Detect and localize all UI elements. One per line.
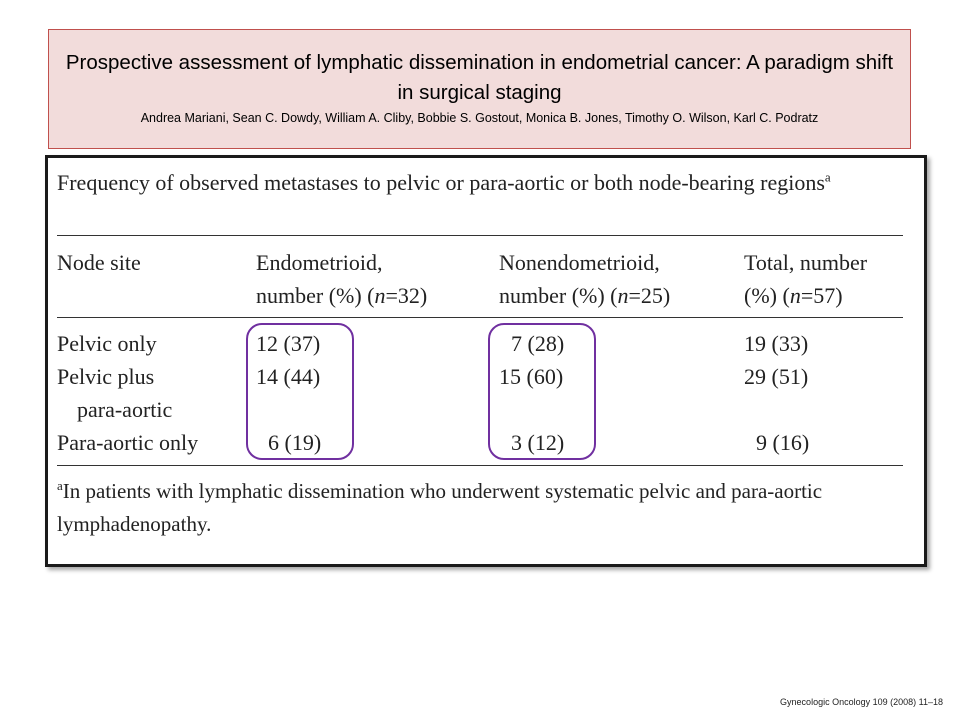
row-2-endometrioid: 14 (44) [256,364,321,389]
row-2-total: 29 (51) [744,364,809,389]
rule-header [57,317,903,318]
header-endometrioid: Endometrioid, [256,250,383,275]
footnote-text: In patients with lymphatic dissemination… [57,479,823,536]
row-2-nonendometrioid: 15 (60) [499,364,564,389]
footnote-superscript: a [57,478,63,493]
header-nonendometrioid: Nonendometrioid, [499,250,660,275]
row-3-nonendometrioid: 3 (12) [511,430,565,455]
header-node-site: Node site [57,250,141,275]
highlight-oval-endometrioid [246,323,354,460]
table-image-frame: Frequency of observed metastases to pelv… [45,155,927,567]
row-2-site: Pelvic plus [57,364,155,389]
slide-title-box: Prospective assessment of lymphatic diss… [48,29,911,149]
header-total-sub: (%) (n=57) [744,283,843,308]
row-1-total: 19 (33) [744,331,809,356]
caption-superscript: a [824,169,831,185]
slide-title: Prospective assessment of lymphatic diss… [65,51,894,104]
table: Frequency of observed metastases to pelv… [48,158,924,564]
table-caption: Frequency of observed metastases to pelv… [57,168,917,198]
header-nonendometrioid-sub: number (%) (n=25) [499,283,671,308]
header-endometrioid-sub: number (%) (n=32) [256,283,428,308]
row-3-total: 9 (16) [756,430,810,455]
row-1-site: Pelvic only [57,331,157,356]
table-footnote: aIn patients with lymphatic disseminatio… [57,475,917,541]
table-caption-text: Frequency of observed metastases to pelv… [57,170,825,195]
slide-authors: Andrea Mariani, Sean C. Dowdy, William A… [140,111,819,125]
row-1-endometrioid: 12 (37) [256,331,321,356]
row-2-site-cont: para-aortic [77,397,173,422]
rule-top [57,235,903,236]
citation: Gynecologic Oncology 109 (2008) 11–18 [780,697,943,707]
row-3-endometrioid: 6 (19) [268,430,322,455]
row-1-nonendometrioid: 7 (28) [511,331,565,356]
header-total: Total, number [744,250,868,275]
highlight-oval-nonendometrioid [488,323,596,460]
rule-bottom [57,465,903,466]
row-3-site: Para-aortic only [57,430,199,455]
